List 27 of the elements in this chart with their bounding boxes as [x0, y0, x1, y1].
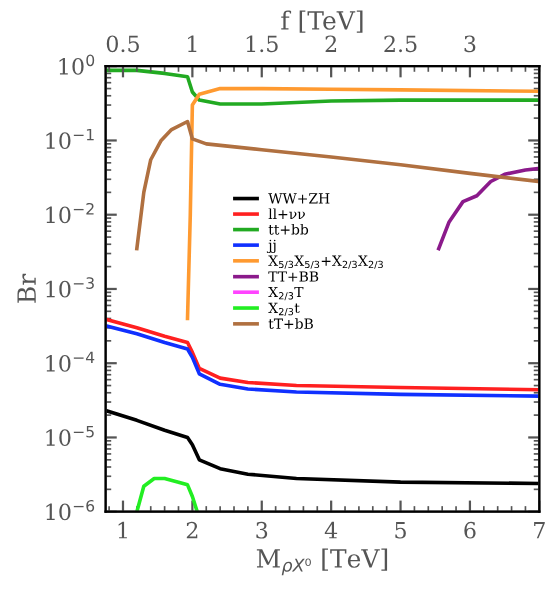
- x-tick-label: 5: [395, 522, 406, 539]
- y-tick-label: 10$^{−6}$: [46, 499, 95, 521]
- line-series: [185, 86, 540, 321]
- x2-axis-title: f [TeV]: [281, 10, 363, 33]
- line-series: [135, 476, 200, 512]
- y-axis-title: Br: [17, 273, 36, 303]
- y-tick-label: 10$^{−1}$: [46, 128, 94, 150]
- y-tick-label: 10$^{−4}$: [46, 351, 95, 372]
- y-tick-label: 10$^{−5}$: [46, 425, 94, 447]
- x2-tick-label: 1: [188, 35, 197, 52]
- x2-tick-label: 2: [325, 35, 337, 52]
- y-tick-label: 10$^{−3}$: [46, 277, 94, 298]
- x-tick-label: 7: [534, 522, 545, 539]
- line-series: [135, 119, 540, 251]
- line-series: [436, 166, 540, 251]
- x-axis-title: M$_{ρX⁰}$ [TeV]: [256, 548, 388, 576]
- x2-tick-label: 0.5: [106, 35, 139, 53]
- x2-tick-label: 2.5: [384, 35, 417, 53]
- x-tick-label: 2: [186, 521, 198, 539]
- x2-tick-label: 3: [464, 35, 476, 53]
- x2-tick-label: 1.5: [246, 35, 278, 53]
- x-tick-label: 4: [324, 521, 338, 539]
- y-tick-label: 10$^{−2}$: [46, 202, 94, 224]
- x-tick-label: 1: [118, 521, 127, 539]
- x-tick-label: 6: [464, 521, 476, 539]
- x-tick-label: 3: [256, 521, 268, 539]
- y-tick-label: 10$^{0}$: [59, 54, 95, 75]
